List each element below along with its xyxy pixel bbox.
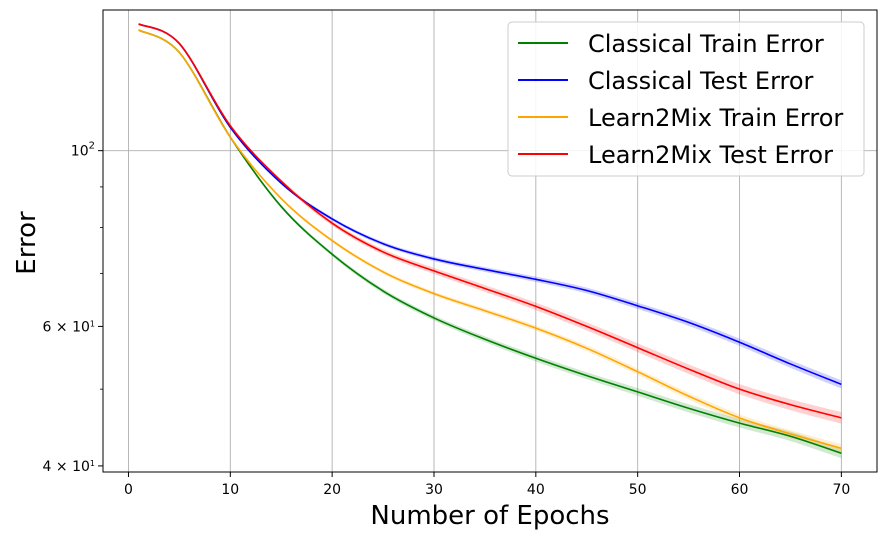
series-lines [138, 23, 842, 455]
confidence-bands [138, 23, 842, 459]
series-line [138, 29, 842, 450]
y-tick-label: 102 [71, 141, 95, 160]
x-tick-label: 20 [323, 482, 341, 498]
series-band [138, 23, 842, 389]
plot-frame [102, 9, 878, 473]
x-tick-label: 70 [832, 482, 850, 498]
legend-label: Learn2Mix Test Error [588, 141, 833, 169]
series-line [138, 23, 842, 419]
series-line [138, 23, 842, 386]
x-tick-label: 60 [731, 482, 749, 498]
legend-label: Classical Train Error [588, 30, 824, 58]
axis-ticks: 0 10 20 30 40 50 60 70 102 6 × 101 4 × 101 [43, 141, 851, 498]
x-axis-title: Number of Epochs [370, 501, 609, 531]
legend-label: Classical Test Error [588, 67, 814, 95]
y-tick-label: 4 × 101 [43, 459, 95, 475]
legend-box [507, 21, 865, 177]
legend-label: Learn2Mix Train Error [588, 104, 843, 132]
x-tick-label: 30 [425, 482, 443, 498]
legend: Classical Train Error Classical Test Erro… [507, 21, 865, 177]
y-tick-label: 6 × 101 [43, 319, 95, 335]
x-tick-label: 0 [124, 482, 133, 498]
x-tick-label: 50 [629, 482, 647, 498]
y-axis-title: Error [12, 211, 42, 275]
x-tick-label: 10 [221, 482, 239, 498]
x-tick-label: 40 [527, 482, 545, 498]
